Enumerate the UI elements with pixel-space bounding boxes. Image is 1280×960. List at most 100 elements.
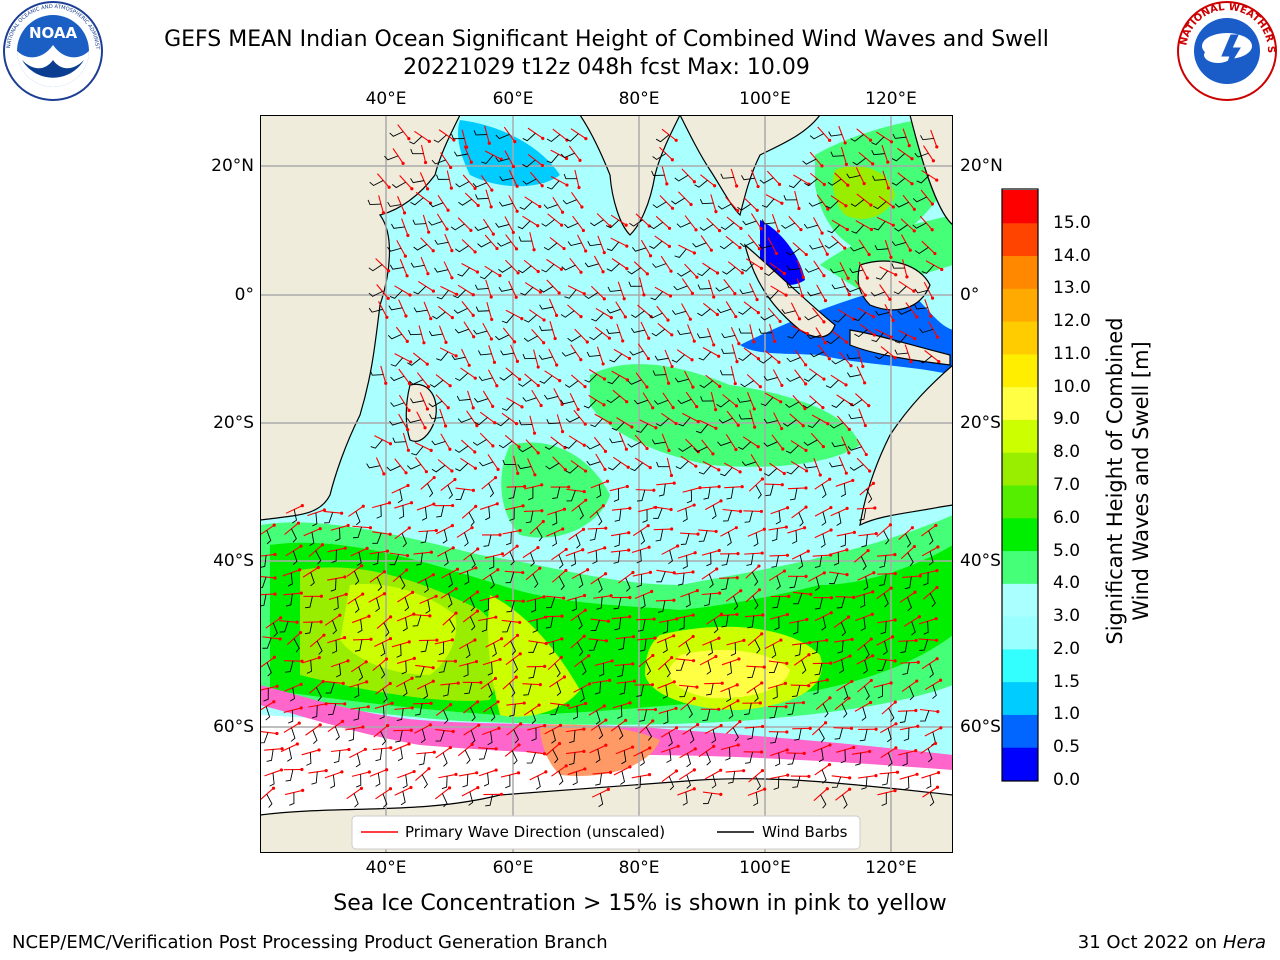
wind-barb [900, 640, 908, 654]
wind-barb [891, 241, 906, 247]
wave-direction-arrowhead [780, 201, 784, 205]
wave-direction-arrowhead [914, 708, 918, 713]
wave-direction-arrowhead [518, 528, 522, 533]
wind-barb [397, 747, 403, 762]
wave-direction-arrowhead [783, 681, 788, 685]
wind-barb [786, 357, 801, 363]
wave-direction-arrowhead [823, 721, 828, 725]
wave-direction-arrowhead [278, 637, 282, 641]
wave-direction-arrowhead [866, 548, 870, 553]
wind-barb [450, 223, 465, 231]
wind-barb [497, 241, 512, 247]
wind-barb [677, 572, 685, 586]
wind-barb [677, 398, 692, 405]
wave-direction-arrowhead [717, 354, 721, 358]
wave-direction-arrowhead [868, 700, 873, 705]
wind-barb [664, 663, 671, 678]
wave-direction-arrowhead [295, 620, 299, 624]
wind-barb [428, 331, 443, 337]
wind-barb [433, 134, 447, 143]
wave-direction-arrowhead [648, 570, 653, 574]
wind-barb [368, 307, 383, 313]
wave-direction-arrowhead [863, 293, 867, 297]
wave-direction-arrowhead [672, 571, 676, 575]
wind-barb [826, 336, 840, 345]
wave-direction-arrowhead [718, 591, 722, 595]
wave-direction-arrowhead [845, 573, 849, 577]
wind-barb [726, 661, 732, 676]
wave-direction-arrow [505, 259, 519, 274]
wave-direction-arrow [372, 502, 390, 509]
wind-barb [814, 555, 823, 568]
wave-direction-arrowhead [532, 431, 537, 435]
wave-direction-arrowhead [914, 638, 918, 643]
wave-direction-arrowhead [521, 570, 525, 575]
wave-direction-arrowhead [299, 544, 303, 548]
wave-direction-arrowhead [667, 226, 672, 230]
wind-barb [432, 311, 446, 320]
wind-barb [613, 488, 620, 502]
wave-direction-arrow [636, 618, 655, 621]
wind-barb [652, 370, 667, 376]
wave-direction-arrowhead [607, 678, 612, 682]
colorbar-tick-label: 3.0 [1053, 606, 1081, 627]
wind-barb [481, 618, 488, 632]
wave-direction-arrowhead [625, 484, 629, 489]
wave-direction-arrowhead [557, 741, 562, 746]
wind-barb [376, 505, 382, 519]
wave-direction-arrow [302, 567, 319, 578]
wave-direction-arrowhead [540, 184, 544, 188]
wind-barb [329, 774, 336, 789]
wave-direction-arrowhead [869, 227, 874, 232]
wind-barb [304, 596, 313, 609]
wind-barb [453, 151, 468, 157]
wind-barb [554, 663, 561, 678]
wave-direction-arrowhead [387, 185, 391, 189]
wind-barb [498, 440, 513, 449]
wave-direction-arrow [415, 664, 434, 669]
wave-direction-arrow [743, 347, 759, 360]
wave-direction-arrow [902, 128, 910, 146]
wave-direction-arrowhead [760, 681, 764, 685]
wind-barb [409, 379, 424, 385]
wind-barb [685, 593, 691, 608]
wave-direction-arrowhead [624, 718, 628, 722]
wave-direction-arrow [529, 171, 543, 187]
wind-barb [871, 150, 885, 156]
wave-direction-arrowhead [712, 295, 716, 299]
wave-direction-arrowhead [516, 471, 520, 475]
wind-barb [487, 662, 493, 676]
colorbar-label: Significant Height of Combined Wind Wave… [1102, 301, 1154, 661]
wind-barb [502, 621, 512, 633]
wave-direction-arrowhead [891, 205, 895, 209]
wind-barb [769, 662, 779, 674]
wind-barb [804, 178, 818, 187]
wind-barb [860, 617, 866, 632]
wave-direction-arrowhead [495, 384, 499, 388]
wave-direction-arrow [349, 681, 367, 688]
wave-direction-arrowhead [825, 638, 829, 642]
wave-direction-arrowhead [295, 742, 299, 746]
wave-direction-arrowhead [648, 466, 652, 470]
wave-direction-arrowhead [717, 636, 721, 640]
wind-barb [693, 446, 708, 453]
wind-barb [598, 663, 605, 677]
wave-direction-arrow [301, 657, 320, 664]
wave-direction-arrow [418, 325, 425, 343]
wind-barb [609, 438, 624, 444]
wave-direction-arrow [330, 660, 349, 668]
wind-barb [706, 660, 712, 675]
lat-tick-right-0: 0° [960, 285, 980, 305]
wave-direction-arrowhead [406, 233, 410, 237]
wave-direction-arrowhead [915, 679, 919, 683]
wave-direction-arrowhead [756, 357, 761, 361]
wave-direction-arrowhead [893, 700, 897, 704]
wind-barb [919, 639, 929, 651]
wave-direction-arrow [506, 485, 525, 488]
wave-direction-arrowhead [843, 246, 847, 250]
wave-direction-arrowhead [829, 611, 833, 615]
wave-direction-arrowhead [576, 407, 580, 412]
wind-barb [546, 134, 561, 143]
wind-barb [474, 417, 488, 426]
wave-direction-arrowhead [759, 266, 764, 270]
